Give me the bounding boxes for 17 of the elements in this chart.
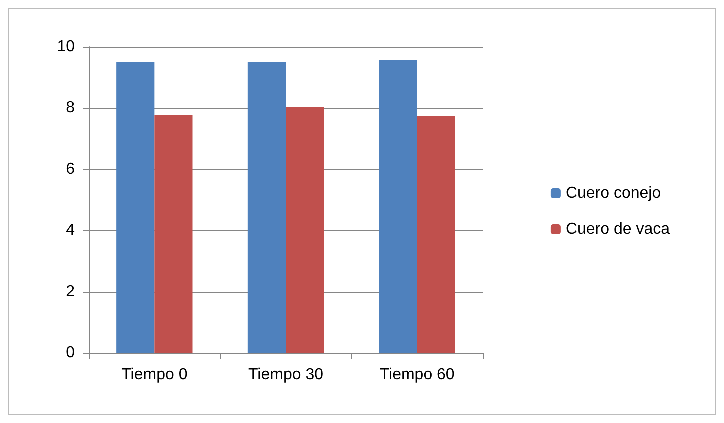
bar [154,115,193,353]
bar [417,116,456,353]
y-tick-label: 0 [66,344,76,362]
bar [379,60,418,353]
legend-label: Cuero de vaca [566,221,670,238]
bar [286,107,324,353]
x-tick-label: Tiempo 0 [122,366,188,384]
y-tick-label: 6 [66,160,76,178]
bar [248,62,286,353]
x-tick-label: Tiempo 30 [248,366,324,384]
y-tick-label: 8 [66,100,76,117]
y-tick-label: 2 [66,283,76,300]
x-tick-label: Tiempo 60 [380,366,455,384]
y-tick-label: 4 [66,222,76,240]
legend-label: Cuero conejo [566,185,662,202]
y-tick-label: 10 [57,38,76,56]
bar [116,62,155,353]
